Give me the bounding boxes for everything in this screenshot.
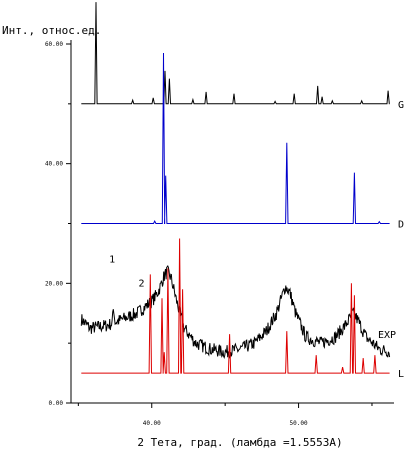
series-line-g [81,2,390,105]
x-axis-title: 2 Тета, град. (ламбда =1.5553А) [137,436,342,449]
series-label-d: D [398,220,404,231]
peak-annotation-2: 2 [138,278,144,289]
series-label-g: G [398,100,404,111]
series-layer [80,2,391,374]
y-axis-title: Инт., относ.ед. [2,24,101,37]
x-tick-label: 50.00 [290,420,308,427]
y-tick-label: 40.00 [45,161,63,168]
y-tick-label: 20.00 [45,280,63,287]
series-line-l [81,238,390,374]
peak-annotation-1: 1 [109,254,115,265]
series-line-exp [80,264,391,359]
y-tick-label: 60.00 [45,41,63,48]
x-tick-label: 40.00 [143,420,161,427]
labels-layer: G D EXP L 1 2 [109,100,404,380]
y-tick-label: 0.00 [49,400,64,407]
series-label-exp: EXP [378,330,396,341]
series-label-l: L [398,369,404,380]
axes: 0.00 20.00 40.00 60.00 40.00 50.00 [45,40,394,427]
series-line-d [81,52,390,224]
